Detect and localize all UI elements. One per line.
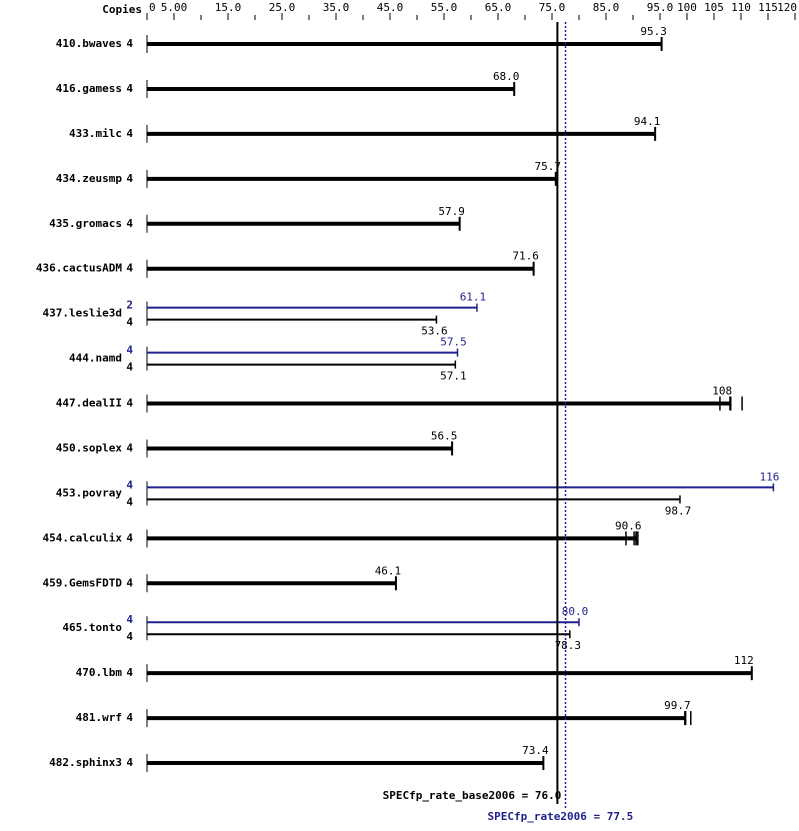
x-tick-label: 105	[704, 1, 724, 14]
x-tick-label: 45.0	[377, 1, 404, 14]
copies: 4	[126, 172, 133, 185]
copies: 4	[126, 531, 133, 544]
value-label: 56.5	[431, 429, 458, 442]
benchmark-name: 470.lbm	[76, 666, 123, 679]
value-label: 71.6	[512, 250, 539, 263]
value-label: 98.7	[665, 504, 692, 517]
copies: 4	[126, 576, 133, 589]
copies: 4	[126, 127, 133, 140]
copies: 4	[126, 37, 133, 50]
copies: 4	[126, 756, 133, 769]
x-tick-label: 115	[758, 1, 778, 14]
copies: 4	[126, 397, 133, 410]
copies: 4	[126, 344, 133, 357]
x-tick-label: 55.0	[431, 1, 458, 14]
benchmark-name: 434.zeusmp	[56, 172, 123, 185]
value-label: 78.3	[555, 639, 582, 652]
benchmark-name: 433.milc	[69, 127, 122, 140]
x-tick-label: 0	[149, 1, 156, 14]
x-tick-label: 95.0	[647, 1, 674, 14]
x-tick-label: 85.0	[593, 1, 620, 14]
value-label: 95.3	[640, 25, 667, 38]
x-tick-label: 5.00	[161, 1, 188, 14]
reference-label: SPECfp_rate2006 = 77.5	[488, 810, 634, 823]
x-tick-label: 35.0	[323, 1, 350, 14]
value-label: 94.1	[634, 115, 661, 128]
value-label: 99.7	[664, 699, 691, 712]
x-tick-label: 110	[731, 1, 751, 14]
value-label: 57.9	[438, 205, 465, 218]
copies: 4	[126, 666, 133, 679]
value-label: 57.5	[440, 336, 467, 349]
value-label: 80.0	[562, 605, 589, 618]
copies: 2	[126, 299, 133, 312]
benchmark-name: 450.soplex	[56, 441, 123, 454]
value-label: 73.4	[522, 744, 549, 757]
value-label: 53.6	[421, 325, 448, 338]
benchmark-name: 437.leslie3d	[43, 307, 122, 320]
benchmark-name: 465.tonto	[62, 621, 122, 634]
value-label: 46.1	[375, 564, 402, 577]
x-tick-label: 15.0	[215, 1, 242, 14]
benchmark-name: 459.GemsFDTD	[43, 576, 123, 589]
copies: 4	[126, 613, 133, 626]
x-tick-label: 100	[677, 1, 697, 14]
value-label: 57.1	[440, 370, 467, 383]
value-label: 61.1	[460, 291, 487, 304]
copies: 4	[126, 495, 133, 508]
value-label: 68.0	[493, 70, 520, 83]
value-label: 108	[712, 385, 732, 398]
benchmark-name: 436.cactusADM	[36, 262, 122, 275]
benchmark-name: 444.namd	[69, 352, 122, 365]
copies: 4	[126, 316, 133, 329]
benchmark-name: 410.bwaves	[56, 37, 122, 50]
benchmark-name: 453.povray	[56, 486, 123, 499]
copies: 4	[126, 361, 133, 374]
benchmark-name: 416.gamess	[56, 82, 122, 95]
x-tick-label: 75.0	[539, 1, 566, 14]
copies: 4	[126, 711, 133, 724]
copies-header: Copies	[102, 3, 142, 16]
benchmark-name: 482.sphinx3	[49, 756, 122, 769]
copies: 4	[126, 82, 133, 95]
copies: 4	[126, 441, 133, 454]
benchmark-name: 447.dealII	[56, 397, 122, 410]
x-tick-label: 120	[777, 1, 797, 14]
reference-label: SPECfp_rate_base2006 = 76.0	[383, 789, 562, 802]
copies: 4	[126, 217, 133, 230]
value-label: 90.6	[615, 519, 642, 532]
benchmark-name: 454.calculix	[43, 531, 123, 544]
benchmark-name: 435.gromacs	[49, 217, 122, 230]
benchmark-name: 481.wrf	[76, 711, 122, 724]
value-label: 75.7	[535, 160, 562, 173]
x-tick-label: 25.0	[269, 1, 296, 14]
x-tick-label: 65.0	[485, 1, 512, 14]
copies: 4	[126, 630, 133, 643]
copies: 4	[126, 262, 133, 275]
value-label: 112	[734, 654, 754, 667]
copies: 4	[126, 478, 133, 491]
value-label: 116	[759, 470, 779, 483]
